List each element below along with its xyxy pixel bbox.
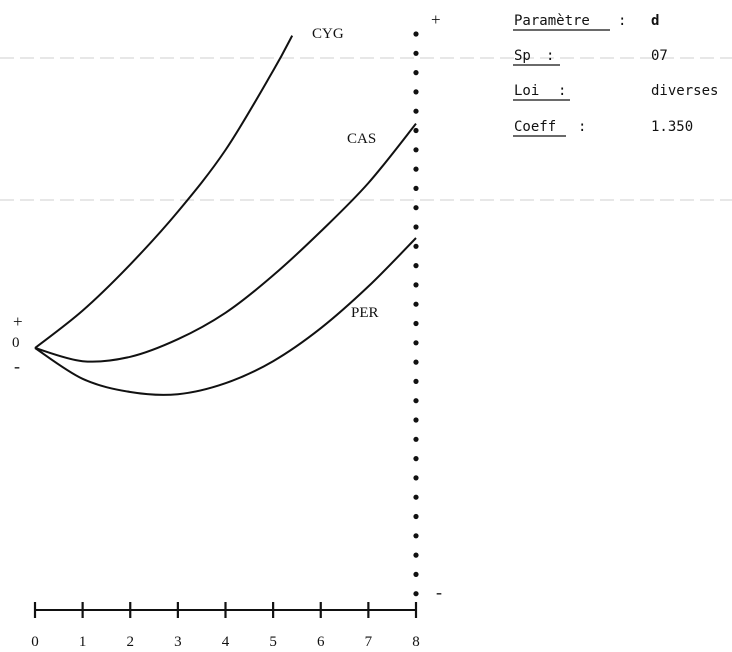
param-label-sp: Sp [514,48,531,64]
x-tick-label: 5 [269,634,277,650]
axis-dot [413,166,419,172]
axis-dot [413,378,419,384]
parameter-block: Paramètre : d Sp : 07 Loi : diverses Coe… [513,13,718,137]
x-tick-label: 7 [365,634,373,650]
axis-dot [413,147,419,153]
y-minus-label: - [14,356,20,376]
curve-labels: CYG CAS PER [312,26,379,321]
series-line-cyg [34,35,294,349]
axis-dot [413,205,419,211]
axis-dot [413,591,419,597]
axis-dot [413,359,419,365]
axis-dot [413,398,419,404]
axis-dot [413,417,419,423]
axis-dot [413,108,419,114]
axis-dot [413,243,419,249]
x-axis: 0 1 2 3 4 5 6 7 8 [31,602,420,650]
curves [34,35,417,396]
x-tick-label: 8 [412,634,420,650]
axis-dot [413,533,419,539]
y-zero-label: 0 [12,335,20,351]
series-line-cas [34,122,417,363]
axis-dot [413,456,419,462]
axis-dot [413,494,419,500]
param-value-coeff: 1.350 [651,119,693,135]
param-label-coeff: Coeff [514,119,556,135]
axis-dot [413,31,419,37]
x-tick-label: 3 [174,634,182,650]
right-minus-label: - [436,582,442,602]
x-tick-label: 2 [127,634,135,650]
x-tick-label: 4 [222,634,230,650]
axis-dot [413,50,419,56]
series-label-per: PER [351,305,379,321]
param-label-parametre: Paramètre [514,13,590,29]
axis-dot [413,320,419,327]
axis-dot [413,513,419,520]
series-label-cyg: CYG [312,26,344,42]
right-dotted-axis [413,31,419,597]
axis-dot [413,571,419,578]
x-tick-label: 6 [317,634,325,650]
axis-dot [413,89,419,95]
axis-dot [413,436,419,442]
param-sep: : [558,83,566,99]
axis-dot [413,263,419,269]
axis-dot [413,70,419,76]
param-label-loi: Loi [514,83,539,99]
param-value-loi: diverses [651,83,718,99]
param-sep: : [618,13,626,29]
right-plus-label: + [431,10,441,29]
series-label-cas: CAS [347,131,376,147]
param-value-parametre: d [651,13,659,29]
y-plus-label: + [13,312,23,331]
axis-dot [413,301,419,307]
axis-dot [413,340,419,346]
param-value-sp: 07 [651,48,668,64]
axis-dot [413,127,419,134]
axis-dot [413,552,419,558]
axis-dot [413,185,419,191]
x-tick-label: 0 [31,634,39,650]
axis-dot [413,282,419,288]
axis-dot [413,224,419,230]
series-line-per [34,237,417,396]
param-sep: : [578,119,586,135]
x-tick-label: 1 [79,634,87,650]
param-sep: : [546,48,554,64]
axis-dot [413,475,419,481]
